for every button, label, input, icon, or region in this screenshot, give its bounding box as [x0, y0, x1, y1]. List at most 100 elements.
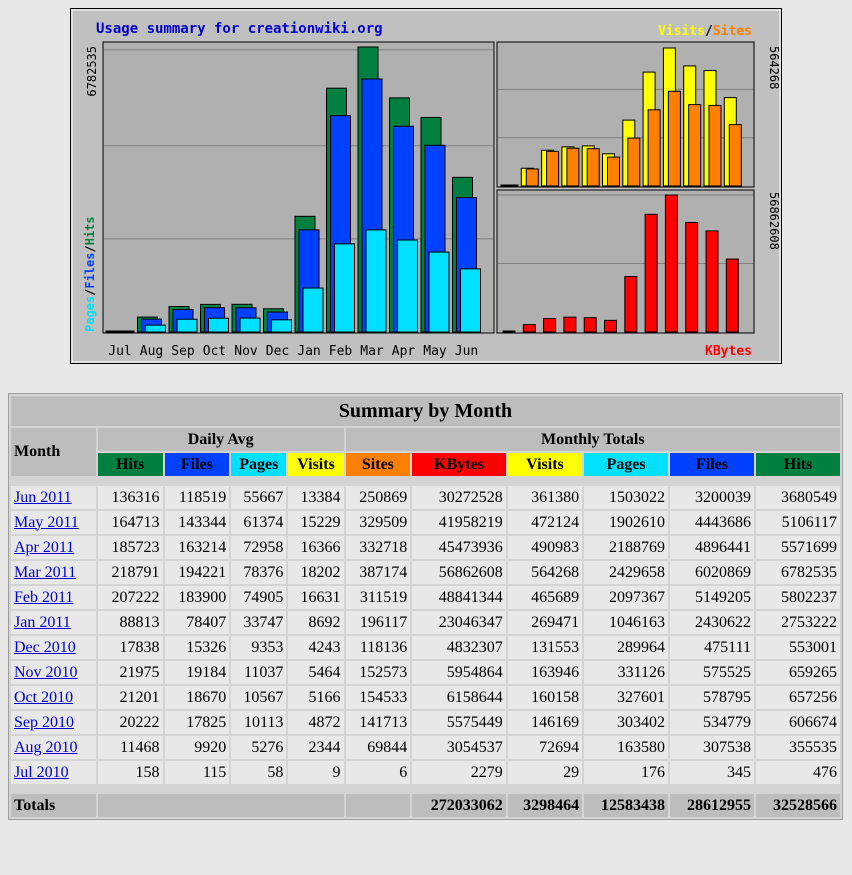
bar-kbytes-oct [563, 316, 577, 333]
monthly-files-cell: 475111 [670, 636, 754, 659]
daily-col-visits: Visits [288, 453, 344, 476]
bar-kbytes-nov [583, 317, 597, 333]
monthly-visits-cell: 72694 [507, 736, 583, 759]
monthly-visits-cell: 163946 [507, 661, 583, 684]
monthly-visits-cell: 160158 [507, 686, 583, 709]
bar-kbytes-may [705, 230, 719, 333]
month-link[interactable]: Jun 2011 [11, 486, 96, 509]
monthly-kbytes-cell: 23046347 [412, 611, 506, 634]
table-row: Mar 2011 218791 194221 78376 18202 387174 5686… [11, 561, 840, 584]
month-link[interactable]: Oct 2010 [11, 686, 96, 709]
daily-visits-cell: 4243 [288, 636, 344, 659]
column-header-row: Hits Files Pages Visits Sites KBytes Visits Pag… [11, 453, 840, 476]
daily-visits-cell: 13384 [288, 486, 344, 509]
bar-kbytes-sep [543, 318, 557, 333]
x-tick-label: Oct [203, 344, 226, 359]
daily-col-hits: Hits [97, 453, 163, 476]
monthly-hits-cell: 2753222 [755, 611, 840, 634]
daily-visits-cell: 18202 [288, 561, 344, 584]
daily-visits-cell: 16366 [288, 536, 344, 559]
monthly-sites-cell: 196117 [345, 611, 411, 634]
bar-pages-may [428, 251, 450, 333]
monthly-hits-cell: 657256 [755, 686, 840, 709]
legend-kbytes: KBytes [705, 344, 752, 359]
daily-hits-cell: 20222 [97, 711, 163, 734]
x-tick-label: Jun [455, 344, 478, 359]
monthly-pages-cell: 303402 [584, 711, 669, 734]
month-link[interactable]: Apr 2011 [11, 536, 96, 559]
bar-kbytes-dec [604, 319, 617, 333]
monthly-visits-cell: 146169 [507, 711, 583, 734]
monthly-sites-cell: 329509 [345, 511, 411, 534]
daily-hits-cell: 164713 [97, 511, 163, 534]
daily-col-files: Files [164, 453, 230, 476]
bar-pages-mar [365, 229, 387, 333]
daily-pages-cell: 10113 [231, 711, 287, 734]
chart-frame-bevel [71, 9, 781, 363]
daily-files-cell: 9920 [164, 736, 230, 759]
daily-visits-cell: 4872 [288, 711, 344, 734]
daily-files-cell: 143344 [164, 511, 230, 534]
month-link[interactable]: Jul 2010 [11, 761, 96, 784]
month-link[interactable]: May 2011 [11, 511, 96, 534]
daily-hits-cell: 11468 [97, 736, 163, 759]
month-link[interactable]: Mar 2011 [11, 561, 96, 584]
monthly-sites-cell: 141713 [345, 711, 411, 734]
bar-sites-may [708, 104, 722, 187]
daily-files-cell: 115 [164, 761, 230, 784]
right-top-axis-label: 564268 [767, 46, 781, 89]
monthly-files-cell: 4443686 [670, 511, 754, 534]
monthly-sites-cell: 118136 [345, 636, 411, 659]
daily-col-pages: Pages [231, 453, 287, 476]
month-link[interactable]: Feb 2011 [11, 586, 96, 609]
usage-chart: Usage summary for creationwiki.org Jul Au… [70, 8, 782, 364]
legend-sep-3: / [705, 24, 713, 39]
monthly-visits-cell: 490983 [507, 536, 583, 559]
table-title: Summary by Month [11, 396, 840, 426]
monthly-files-cell: 2430622 [670, 611, 754, 634]
monthly-col-sites: Sites [345, 453, 411, 476]
month-link[interactable]: Dec 2010 [11, 636, 96, 659]
monthly-pages-cell: 176 [584, 761, 669, 784]
monthly-visits-cell: 564268 [507, 561, 583, 584]
daily-pages-cell: 33747 [231, 611, 287, 634]
daily-pages-cell: 74905 [231, 586, 287, 609]
monthly-kbytes-cell: 48841344 [412, 586, 506, 609]
monthly-kbytes-cell: 4832307 [412, 636, 506, 659]
bar-sites-sep [546, 150, 560, 187]
month-link[interactable]: Sep 2010 [11, 711, 96, 734]
totals-pages: 12583438 [584, 794, 669, 817]
bar-kbytes-jan [624, 275, 638, 333]
x-tick-label: Jan [297, 344, 320, 359]
monthly-kbytes-cell: 41958219 [412, 511, 506, 534]
month-link[interactable]: Aug 2010 [11, 736, 96, 759]
daily-hits-cell: 21975 [97, 661, 163, 684]
bar-kbytes-aug [522, 324, 536, 333]
legend-visits: Visits [658, 24, 705, 39]
monthly-sites-cell: 387174 [345, 561, 411, 584]
bar-pages-feb [334, 243, 355, 333]
month-link[interactable]: Jan 2011 [11, 611, 96, 634]
legend-files: Files [83, 253, 97, 289]
bar-pages-oct [208, 317, 229, 333]
daily-hits-cell: 136316 [97, 486, 163, 509]
monthly-sites-cell: 69844 [345, 736, 411, 759]
daily-files-cell: 118519 [164, 486, 230, 509]
daily-pages-cell: 5276 [231, 736, 287, 759]
month-link[interactable]: Nov 2010 [11, 661, 96, 684]
right-bottom-axis-label: 56862608 [767, 192, 781, 250]
daily-pages-cell: 58 [231, 761, 287, 784]
monthly-pages-cell: 1046163 [584, 611, 669, 634]
daily-files-cell: 78407 [164, 611, 230, 634]
daily-hits-cell: 21201 [97, 686, 163, 709]
table-row: Nov 2010 21975 19184 11037 5464 152573 5954864… [11, 661, 840, 684]
monthly-col-visits: Visits [507, 453, 583, 476]
legend-sites: Sites [713, 24, 752, 39]
monthly-pages-cell: 327601 [584, 686, 669, 709]
monthly-pages-cell: 331126 [584, 661, 669, 684]
x-tick-label: Jul [108, 344, 131, 359]
chart-bars [105, 46, 742, 333]
totals-empty-sites [345, 794, 411, 817]
monthly-hits-cell: 659265 [755, 661, 840, 684]
daily-visits-cell: 16631 [288, 586, 344, 609]
